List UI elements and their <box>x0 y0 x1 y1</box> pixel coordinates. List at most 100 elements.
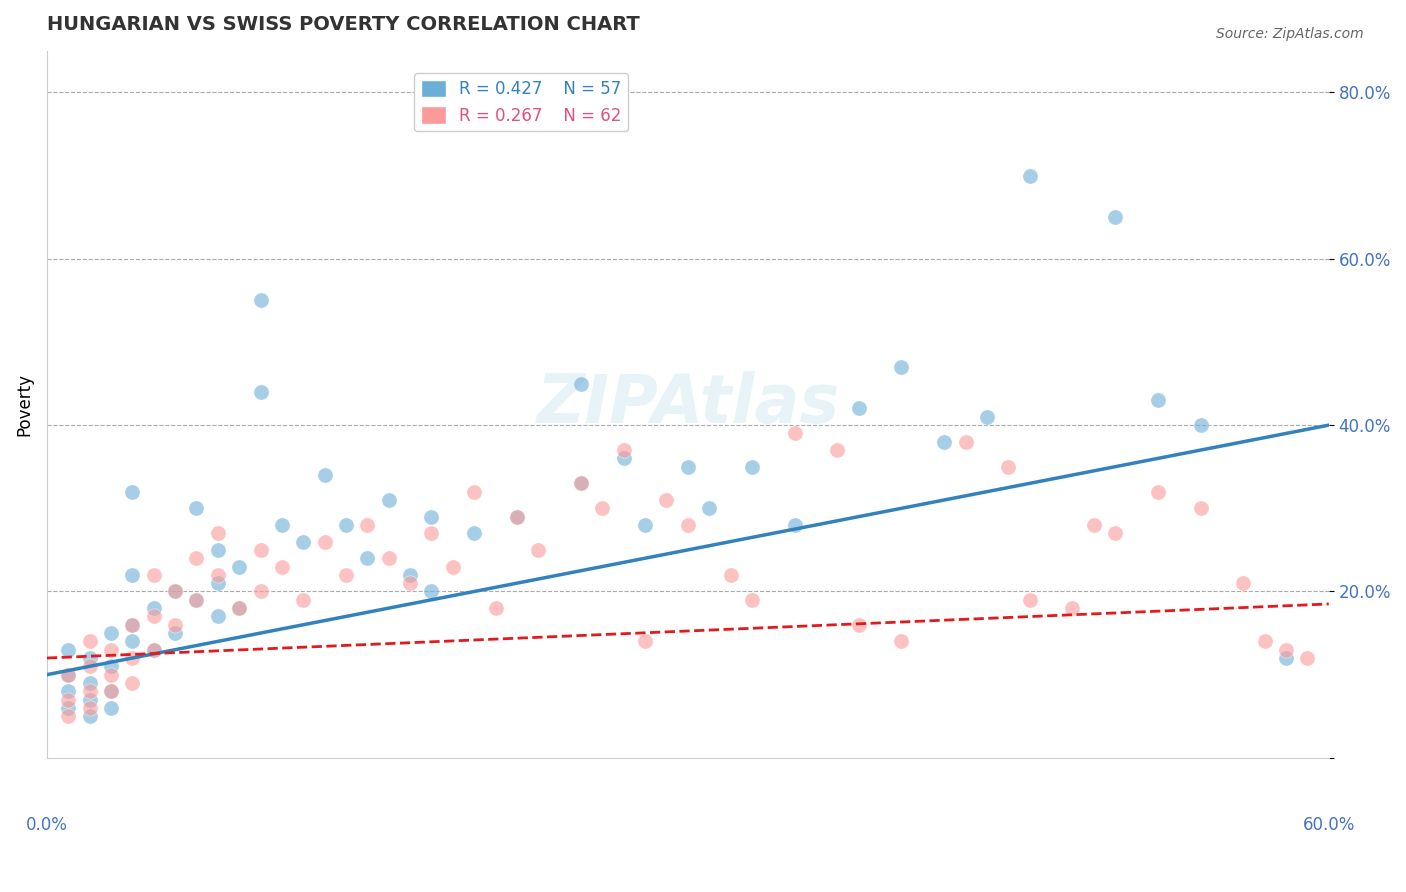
Swiss <box>1104 526 1126 541</box>
Hungarians <box>79 709 101 723</box>
Hungarians <box>1275 651 1298 665</box>
Swiss <box>399 576 422 591</box>
Hungarians <box>121 617 143 632</box>
Hungarians <box>79 692 101 706</box>
Swiss <box>121 617 143 632</box>
Swiss <box>121 676 143 690</box>
Hungarians <box>613 451 636 466</box>
Swiss <box>1062 601 1084 615</box>
Swiss <box>142 567 165 582</box>
Hungarians <box>207 609 229 624</box>
Hungarians <box>1104 210 1126 224</box>
Swiss <box>207 567 229 582</box>
Hungarians <box>142 601 165 615</box>
Swiss <box>207 526 229 541</box>
Text: HUNGARIAN VS SWISS POVERTY CORRELATION CHART: HUNGARIAN VS SWISS POVERTY CORRELATION C… <box>46 15 640 34</box>
Hungarians <box>890 359 912 374</box>
Swiss <box>270 559 292 574</box>
Swiss <box>890 634 912 648</box>
Hungarians <box>934 434 956 449</box>
Swiss <box>420 526 443 541</box>
Swiss <box>634 634 657 648</box>
Hungarians <box>186 501 208 516</box>
Swiss <box>356 517 378 532</box>
Hungarians <box>1147 393 1170 408</box>
Swiss <box>314 534 336 549</box>
Swiss <box>79 659 101 673</box>
Hungarians <box>121 567 143 582</box>
Swiss <box>79 701 101 715</box>
Swiss <box>1189 501 1212 516</box>
Hungarians <box>207 542 229 557</box>
Hungarians <box>249 293 271 308</box>
Swiss <box>1147 484 1170 499</box>
Swiss <box>676 517 699 532</box>
Swiss <box>1253 634 1275 648</box>
Hungarians <box>58 642 80 657</box>
Hungarians <box>1018 169 1040 183</box>
Swiss <box>1018 592 1040 607</box>
Swiss <box>79 634 101 648</box>
Hungarians <box>121 634 143 648</box>
Swiss <box>58 692 80 706</box>
Hungarians <box>399 567 422 582</box>
Swiss <box>100 667 122 681</box>
Hungarians <box>463 526 485 541</box>
Swiss <box>121 651 143 665</box>
Hungarians <box>100 701 122 715</box>
Swiss <box>1275 642 1298 657</box>
Swiss <box>613 443 636 458</box>
Hungarians <box>634 517 657 532</box>
Hungarians <box>356 551 378 566</box>
Hungarians <box>228 559 250 574</box>
Swiss <box>249 584 271 599</box>
Hungarians <box>100 684 122 698</box>
Hungarians <box>121 484 143 499</box>
Hungarians <box>569 476 592 491</box>
Swiss <box>186 592 208 607</box>
Hungarians <box>79 676 101 690</box>
Swiss <box>827 443 849 458</box>
Swiss <box>783 426 806 441</box>
Hungarians <box>292 534 315 549</box>
Swiss <box>58 667 80 681</box>
Hungarians <box>848 401 870 416</box>
Swiss <box>186 551 208 566</box>
Text: ZIPAtlas: ZIPAtlas <box>536 371 839 437</box>
Swiss <box>228 601 250 615</box>
Swiss <box>463 484 485 499</box>
Hungarians <box>165 626 187 640</box>
Hungarians <box>783 517 806 532</box>
Hungarians <box>58 701 80 715</box>
Swiss <box>1083 517 1105 532</box>
Hungarians <box>270 517 292 532</box>
Swiss <box>165 617 187 632</box>
Swiss <box>335 567 357 582</box>
Swiss <box>506 509 529 524</box>
Hungarians <box>697 501 720 516</box>
Hungarians <box>377 493 399 508</box>
Swiss <box>1296 651 1319 665</box>
Hungarians <box>207 576 229 591</box>
Swiss <box>720 567 742 582</box>
Swiss <box>58 709 80 723</box>
Swiss <box>655 493 678 508</box>
Hungarians <box>100 659 122 673</box>
Hungarians <box>569 376 592 391</box>
Hungarians <box>976 409 998 424</box>
Swiss <box>100 642 122 657</box>
Swiss <box>165 584 187 599</box>
Hungarians <box>420 584 443 599</box>
Swiss <box>848 617 870 632</box>
Hungarians <box>58 684 80 698</box>
Hungarians <box>100 626 122 640</box>
Hungarians <box>186 592 208 607</box>
Swiss <box>79 684 101 698</box>
Swiss <box>569 476 592 491</box>
Swiss <box>997 459 1019 474</box>
Text: 0.0%: 0.0% <box>25 816 67 834</box>
Text: Source: ZipAtlas.com: Source: ZipAtlas.com <box>1216 27 1364 41</box>
Hungarians <box>249 384 271 399</box>
Text: 60.0%: 60.0% <box>1302 816 1355 834</box>
Swiss <box>741 592 763 607</box>
